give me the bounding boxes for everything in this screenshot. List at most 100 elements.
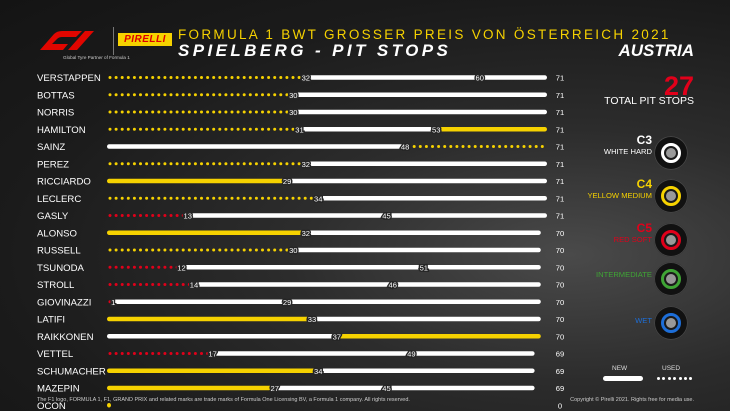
stint-hard-new (423, 264, 541, 270)
stint-hard-new (187, 213, 386, 218)
footer-trademark: The F1 logo, FORMULA 1, F1, GRAND PRIX a… (37, 397, 410, 403)
driver-name: LECLERC (37, 194, 81, 205)
driver-name: PEREZ (37, 159, 69, 170)
stint-medium-new (107, 385, 274, 391)
driver-name: HAMILTON (37, 125, 86, 136)
stint-hard-new (392, 282, 541, 287)
stint-medium-used (108, 127, 295, 131)
header-divider (113, 27, 114, 55)
pit-lap-label: 34 (314, 367, 322, 376)
stint-hard-new (318, 368, 535, 374)
stint-hard-new (305, 161, 547, 167)
driver-name: LATIFI (37, 315, 65, 326)
stint-medium-new (336, 333, 541, 339)
driver-name: MAZEPIN (37, 384, 80, 395)
total-laps-label: 69 (556, 384, 564, 393)
pit-lap-label: 33 (308, 315, 316, 324)
pit-lap-label: 13 (183, 212, 191, 221)
stint-medium-new (436, 126, 547, 132)
compound-code: C4 (636, 177, 652, 191)
pit-lap-label: 46 (388, 281, 396, 290)
stint-hard-new (212, 351, 411, 356)
stint-medium-used (108, 162, 301, 166)
tyre-icon-wet (654, 306, 688, 340)
stint-medium-used (108, 110, 289, 114)
total-laps-label: 69 (556, 350, 564, 359)
driver-name: RAIKKONEN (37, 332, 94, 343)
country-label: AUSTRIA (618, 41, 694, 60)
driver-name: BOTTAS (37, 90, 75, 101)
pit-lap-label: 45 (382, 384, 390, 393)
pit-lap-label: 17 (208, 350, 216, 359)
stint-medium-used (406, 145, 544, 148)
pit-lap-label: 49 (407, 350, 415, 359)
pit-lap-label: 1 (111, 298, 115, 307)
footer-copyright: Copyright © Pirelli 2021. Rights free fo… (570, 397, 694, 403)
total-laps-label: 71 (556, 125, 564, 134)
pit-lap-label: 53 (432, 125, 440, 134)
compound-code: C3 (636, 133, 652, 147)
tagline: Global Tyre Partner of Formula 1 (63, 55, 130, 60)
driver-name: NORRIS (37, 108, 74, 119)
legend-new-label: NEW (612, 365, 628, 372)
stint-hard-new (386, 213, 547, 218)
stint-hard-new (312, 316, 541, 322)
pit-lap-label: 31 (295, 125, 303, 134)
pit-lap-label: 14 (190, 281, 198, 290)
total-laps-label: 69 (556, 367, 564, 376)
tyre-icon-hard (654, 136, 688, 170)
total-laps-label: 71 (556, 143, 564, 152)
compound-name: INTERMEDIATE (596, 270, 652, 279)
driver-name: SAINZ (37, 142, 65, 153)
pit-lap-label: 29 (283, 177, 291, 186)
driver-name: VETTEL (37, 349, 74, 360)
total-laps-label: 70 (556, 298, 564, 307)
stint-soft-used (108, 214, 185, 217)
pit-lap-label: 45 (382, 212, 390, 221)
pit-lap-label: 32 (302, 74, 310, 83)
tyre-icon-intermediate (654, 262, 688, 296)
stint-soft-used (108, 265, 179, 269)
driver-name: GASLY (37, 211, 69, 222)
driver-name: SCHUMACHER (37, 366, 106, 377)
stint-hard-new (293, 247, 541, 253)
stint-hard-new (386, 385, 535, 391)
stint-medium-new (107, 178, 287, 184)
stint-hard-new (318, 195, 547, 201)
stint-hard-new (107, 333, 336, 339)
pit-lap-label: 60 (475, 74, 483, 83)
total-laps-label: 71 (556, 108, 564, 117)
pit-lap-label: 37 (333, 332, 341, 341)
stint-soft-used (108, 283, 191, 286)
total-laps-label: 71 (556, 160, 564, 169)
pit-lap-label: 30 (289, 246, 297, 255)
stint-hard-new (287, 178, 547, 184)
driver-name: GIOVINAZZI (37, 297, 91, 308)
stint-hard-new (293, 109, 547, 115)
driver-name: STROLL (37, 280, 75, 291)
legend-used-label: USED (662, 365, 681, 372)
stint-hard-new (305, 75, 479, 80)
total-laps-label: 70 (556, 332, 564, 341)
driver-name: RICCIARDO (37, 177, 91, 188)
legend-used-swatch (657, 376, 697, 381)
page-title: SPIELBERG - PIT STOPS (178, 41, 452, 60)
total-laps-label: 70 (556, 229, 564, 238)
tyre-icon-soft (654, 223, 688, 257)
stint-medium-used (108, 76, 301, 79)
total-laps-label: 0 (558, 401, 562, 410)
stint-hard-new (293, 92, 547, 98)
compound-intermediate: INTERMEDIATE (596, 270, 652, 279)
compound-name: WHITE HARD (603, 147, 652, 156)
stint-hard-new (305, 230, 541, 236)
pit-lap-label: 30 (289, 108, 297, 117)
stint-hard-new (181, 264, 423, 270)
driver-name: TSUNODA (37, 263, 85, 274)
stint-medium-new (107, 402, 111, 408)
pit-lap-label: 30 (289, 91, 297, 100)
stint-hard-new (479, 75, 547, 80)
stint-hard-new (194, 282, 392, 287)
compound-code: C5 (636, 221, 652, 235)
